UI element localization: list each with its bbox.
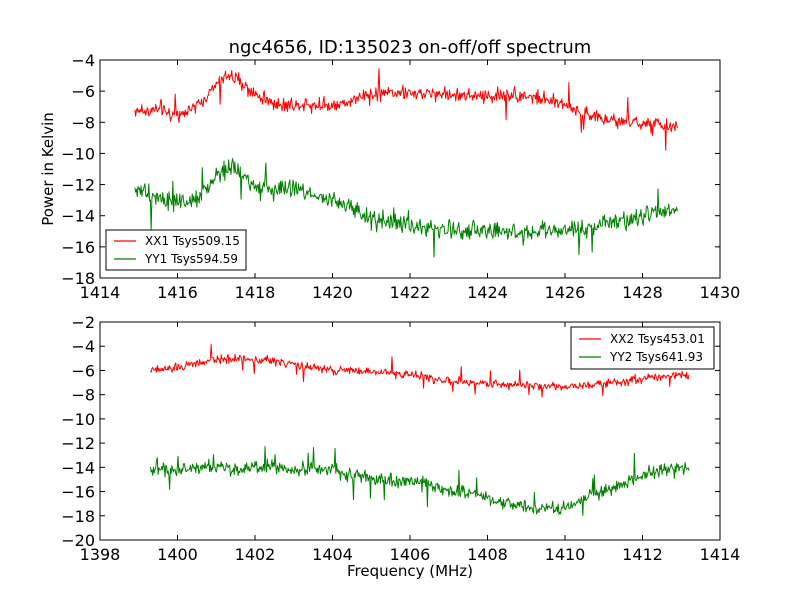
x-tick-label: 1422 xyxy=(390,283,431,302)
legend-label-xx1: XX1 Tsys509.15 xyxy=(145,234,240,248)
y-tick-label: −4 xyxy=(71,51,95,70)
x-tick-label: 1414 xyxy=(700,545,741,564)
y-tick-label: −20 xyxy=(61,531,95,550)
top-legend-box xyxy=(105,229,247,271)
x-tick-label: 1414 xyxy=(80,283,121,302)
series-line-xx1 xyxy=(134,67,678,151)
y-tick-label: −10 xyxy=(61,410,95,429)
y-tick-label: −16 xyxy=(61,238,95,257)
series-line-xx2 xyxy=(149,343,690,398)
bottom-legend-box xyxy=(570,326,715,370)
x-tick-label: 1400 xyxy=(157,545,198,564)
x-tick-label: 1424 xyxy=(467,283,508,302)
x-tick-label: 1404 xyxy=(312,545,353,564)
x-tick-label: 1412 xyxy=(622,545,663,564)
series-line-yy2 xyxy=(149,446,690,517)
x-tick-label: 1416 xyxy=(157,283,198,302)
top-axis-ticks: 1414 1416 1418 1420 1422 1424 1426 1428 1430 −4 −6… xyxy=(61,51,740,302)
y-tick-label: −6 xyxy=(71,361,95,380)
x-tick-label: 1418 xyxy=(235,283,276,302)
x-tick-label: 1402 xyxy=(235,545,276,564)
x-axis-label: Frequency (MHz) xyxy=(347,562,473,580)
bottom-panel: Frequency (MHz) 1398 1400 1402 1404 1406 1408… xyxy=(61,313,740,580)
y-tick-label: −2 xyxy=(71,313,95,332)
series-line-yy1 xyxy=(134,158,678,258)
y-tick-label: −8 xyxy=(71,113,95,132)
bottom-legend: XX2 Tsys453.01 YY2 Tsys641.93 xyxy=(570,326,715,370)
legend-label-xx2: XX2 Tsys453.01 xyxy=(610,332,705,346)
bottom-axis-ticks: 1398 1400 1402 1404 1406 1408 1410 1412 1414 −2 −4… xyxy=(61,313,740,564)
y-tick-label: −4 xyxy=(71,337,95,356)
x-tick-label: 1420 xyxy=(312,283,353,302)
bottom-series-lines xyxy=(149,343,690,517)
x-tick-label: 1426 xyxy=(545,283,586,302)
y-tick-label: −16 xyxy=(61,483,95,502)
y-tick-label: −14 xyxy=(61,458,95,477)
y-tick-label: −12 xyxy=(61,434,95,453)
y-tick-label: −12 xyxy=(61,176,95,195)
y-tick-label: −18 xyxy=(61,269,95,288)
x-tick-label: 1406 xyxy=(390,545,431,564)
x-tick-label: 1430 xyxy=(700,283,741,302)
y-tick-label: −8 xyxy=(71,386,95,405)
chart-title: ngc4656, ID:135023 on-off/off spectrum xyxy=(229,37,592,58)
legend-label-yy1: YY1 Tsys594.59 xyxy=(144,252,238,266)
y-axis-label: Power in Kelvin xyxy=(39,112,57,226)
y-tick-label: −14 xyxy=(61,207,95,226)
x-tick-label: 1408 xyxy=(467,545,508,564)
y-tick-label: −18 xyxy=(61,507,95,526)
x-tick-label: 1410 xyxy=(545,545,586,564)
top-panel: ngc4656, ID:135023 on-off/off spectrum P… xyxy=(39,37,740,302)
legend-label-yy2: YY2 Tsys641.93 xyxy=(609,350,703,364)
x-tick-label: 1428 xyxy=(622,283,663,302)
y-tick-label: −10 xyxy=(61,144,95,163)
x-tick-label: 1398 xyxy=(80,545,121,564)
top-series-lines xyxy=(134,67,678,258)
top-legend: XX1 Tsys509.15 YY1 Tsys594.59 xyxy=(105,229,247,271)
y-tick-label: −6 xyxy=(71,82,95,101)
